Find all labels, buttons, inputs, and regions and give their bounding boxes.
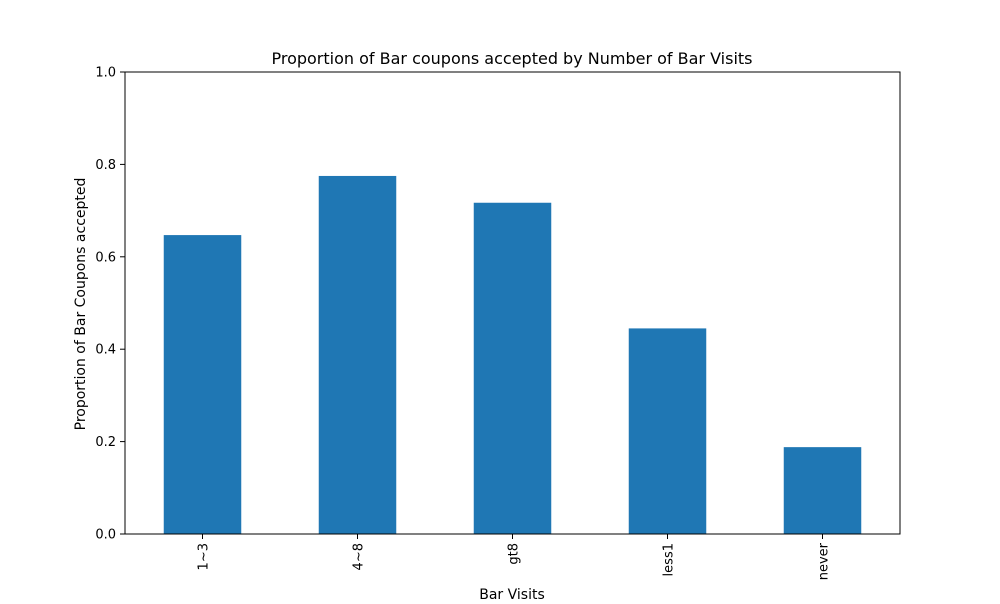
bar-less1 bbox=[628, 328, 707, 534]
y-tick-label: 0.8 bbox=[95, 158, 116, 173]
plot-frame bbox=[124, 71, 901, 535]
x-tick-label: gt8 bbox=[507, 543, 522, 565]
bar-gt8 bbox=[473, 202, 552, 534]
chart-title: Proportion of Bar coupons accepted by Nu… bbox=[271, 49, 752, 68]
x-tick-label: less1 bbox=[662, 543, 677, 576]
y-axis-label: Proportion of Bar Coupons accepted bbox=[73, 178, 89, 431]
x-axis-label: Bar Visits bbox=[479, 587, 545, 600]
x-axis: 1~3 4~8 gt8 less1 never bbox=[197, 534, 832, 580]
y-tick-label: 0.4 bbox=[95, 343, 116, 358]
x-tick-label: 4~8 bbox=[352, 543, 367, 570]
y-axis: 0.0 0.2 0.4 0.6 0.8 1.0 bbox=[95, 66, 125, 543]
bar-never bbox=[783, 447, 862, 534]
y-tick-label: 1.0 bbox=[95, 66, 116, 81]
x-tick-label: never bbox=[817, 542, 832, 580]
y-tick-label: 0.0 bbox=[95, 528, 116, 543]
bar-4~8 bbox=[318, 175, 397, 534]
bars-layer bbox=[163, 175, 862, 534]
bar-1~3 bbox=[163, 235, 242, 534]
y-tick-label: 0.6 bbox=[95, 250, 116, 265]
x-tick-label: 1~3 bbox=[197, 543, 212, 570]
y-tick-label: 0.2 bbox=[95, 435, 116, 450]
